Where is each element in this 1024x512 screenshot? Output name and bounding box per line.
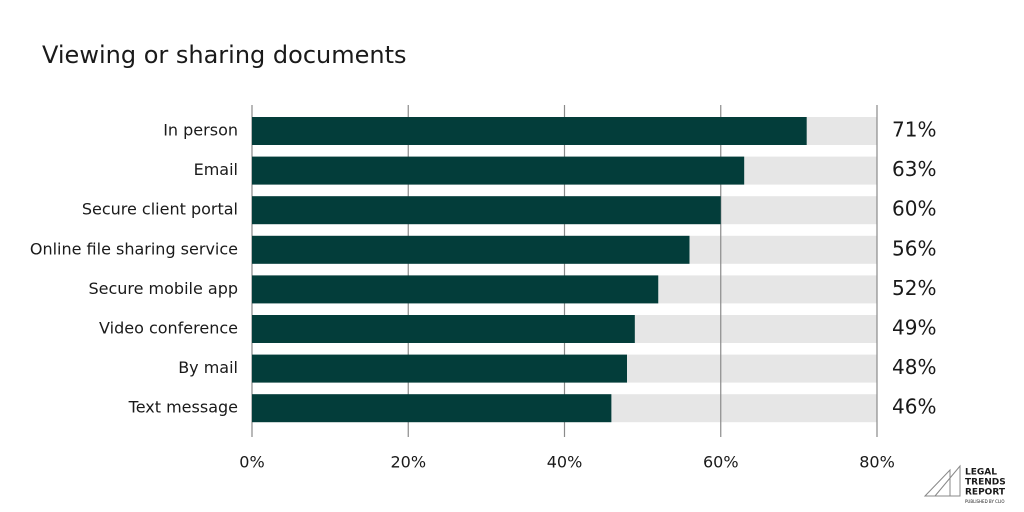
y-tick-label: Text message	[128, 398, 238, 417]
y-tick-label: Online file sharing service	[30, 239, 238, 258]
bar	[252, 156, 745, 185]
logo-text: LEGAL	[965, 468, 997, 478]
value-label: 52%	[892, 276, 936, 300]
value-label: 46%	[892, 395, 936, 419]
x-tick-label: 20%	[390, 453, 426, 472]
x-tick-label: 80%	[859, 453, 895, 472]
value-label: 71%	[892, 118, 936, 142]
value-label: 63%	[892, 157, 936, 181]
x-tick-label: 40%	[547, 453, 583, 472]
x-tick-label: 60%	[703, 453, 739, 472]
y-tick-label: Email	[194, 160, 238, 179]
y-tick-label: Video conference	[99, 319, 238, 338]
bar	[252, 117, 807, 145]
y-tick-label: Secure client portal	[82, 200, 238, 219]
bar	[252, 354, 627, 383]
value-label: 49%	[892, 316, 936, 340]
value-label: 60%	[892, 197, 936, 221]
value-label: 48%	[892, 355, 936, 379]
x-tick-label: 0%	[239, 453, 264, 472]
value-label: 56%	[892, 236, 936, 260]
bar	[252, 196, 721, 225]
logo-text: REPORT	[965, 488, 1006, 498]
logo: LEGAL TRENDS REPORT PUBLISHED BY CLIO	[923, 464, 1006, 504]
logo-subtitle: PUBLISHED BY CLIO	[965, 499, 1005, 504]
bar	[252, 394, 612, 423]
logo-icon	[933, 464, 961, 497]
y-tick-label: By mail	[178, 358, 238, 377]
bar	[252, 275, 659, 304]
chart-title: Viewing or sharing documents	[42, 41, 407, 69]
y-tick-label: In person	[163, 121, 238, 140]
y-tick-label: Secure mobile app	[88, 279, 238, 298]
bar	[252, 235, 690, 264]
logo-text: TRENDS	[965, 478, 1006, 488]
bar	[252, 315, 635, 343]
